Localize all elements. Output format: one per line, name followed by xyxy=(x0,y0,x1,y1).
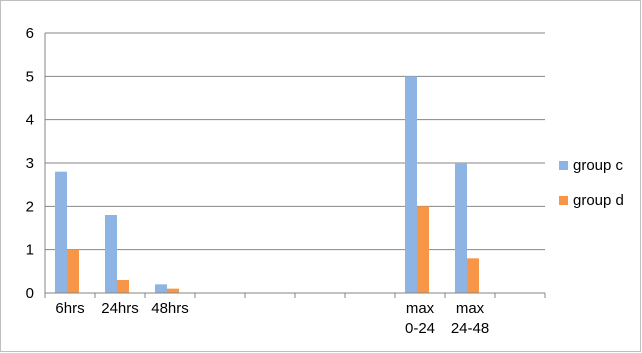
grid-layer xyxy=(45,32,545,251)
x-category-label: 6hrs xyxy=(55,300,84,317)
x-category-line: 24hrs xyxy=(101,300,139,317)
y-tick-label: 3 xyxy=(26,155,34,172)
legend-swatch xyxy=(559,196,568,205)
bar-group-c-7 xyxy=(405,76,417,293)
bar-group-d-1 xyxy=(117,280,129,293)
x-category-label: max 24-48 xyxy=(451,300,489,337)
x-category-label: 48hrs xyxy=(151,300,189,317)
bar-group-d-7 xyxy=(417,206,429,293)
bar-group-c-2 xyxy=(155,284,167,293)
y-tick-label: 0 xyxy=(26,285,34,302)
axes-layer xyxy=(44,33,546,298)
y-tick-label: 2 xyxy=(26,198,34,215)
x-category-line: 48hrs xyxy=(151,300,189,317)
x-category-line: 24-48 xyxy=(451,320,489,337)
legend-layer: group c group d xyxy=(559,157,624,209)
x-category-label: 24hrs xyxy=(101,300,139,317)
legend-label: group c xyxy=(573,157,624,174)
x-category-line: 6hrs xyxy=(55,300,84,317)
y-tick-label: 5 xyxy=(26,68,34,85)
bars-layer xyxy=(55,76,479,293)
bar-group-c-0 xyxy=(55,171,67,293)
y-tick-label: 1 xyxy=(26,242,34,259)
bar-group-d-2 xyxy=(167,288,179,293)
x-category-label: max 0-24 xyxy=(405,300,435,337)
y-tick-label: 4 xyxy=(26,112,34,129)
x-category-line: max xyxy=(456,300,485,317)
bar-group-d-8 xyxy=(467,258,479,293)
x-category-line: 0-24 xyxy=(405,320,435,337)
legend-swatch xyxy=(559,161,568,170)
labels-layer: 0 1 2 3 4 5 6 6hrs 24hrs 48hrs max 0-24 max 24-48 xyxy=(26,25,490,337)
bar-group-d-0 xyxy=(67,249,79,293)
bar-group-c-8 xyxy=(455,163,467,293)
bar-group-c-1 xyxy=(105,215,117,293)
x-category-line: max xyxy=(406,300,435,317)
legend-label: group d xyxy=(573,192,624,209)
y-tick-label: 6 xyxy=(26,25,34,42)
